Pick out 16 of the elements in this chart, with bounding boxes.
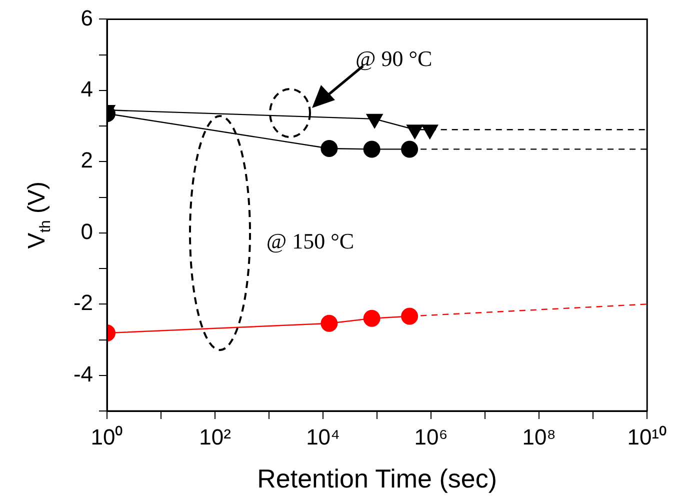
y-tick-label: 4 <box>80 76 93 102</box>
x-tick-label: 10⁴ <box>306 424 340 450</box>
x-tick-label: 10⁸ <box>522 424 556 450</box>
x-tick-label: 10² <box>199 424 231 450</box>
annotation: @ 150 °C <box>266 228 354 254</box>
y-tick-label: 6 <box>80 5 93 30</box>
x-axis-title: Retention Time (sec) <box>257 464 497 494</box>
y-tick-label: -4 <box>73 361 93 386</box>
annotation: @ 90 °C <box>355 46 432 72</box>
y-tick-label: 0 <box>80 218 93 244</box>
x-tick-label: 10⁰ <box>90 424 124 450</box>
y-tick-label: 2 <box>80 148 93 173</box>
y-tick-label: -2 <box>73 290 93 316</box>
x-tick-label: 10⁶ <box>414 424 448 450</box>
x-tick-label: 10¹⁰ <box>627 424 667 450</box>
y-axis-title: Vth (V) <box>24 182 54 249</box>
